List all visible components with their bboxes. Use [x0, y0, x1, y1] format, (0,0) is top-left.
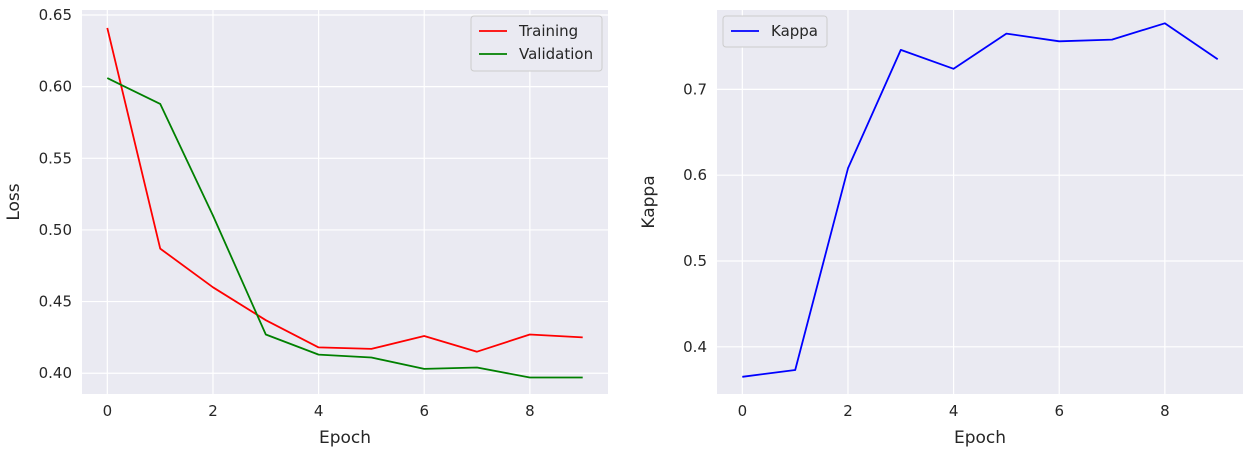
- series-line-validation: [106, 77, 583, 379]
- plot-area: [82, 10, 608, 394]
- y-tick-label: 0.7: [683, 80, 707, 98]
- x-tick-label: 0: [738, 402, 748, 420]
- y-tick-label: 0.5: [683, 252, 707, 270]
- plot-area: [717, 10, 1243, 394]
- x-tick-label: 2: [208, 402, 218, 420]
- x-tick-label: 6: [1054, 402, 1064, 420]
- x-tick-label: 8: [1160, 402, 1170, 420]
- x-tick-label: 2: [843, 402, 853, 420]
- legend: Kappa: [722, 15, 828, 48]
- x-tick-label: 0: [103, 402, 113, 420]
- y-tick-label: 0.45: [39, 293, 72, 311]
- series-line-kappa: [742, 22, 1219, 378]
- chart-1: 0 2 4 6 8 0.40 0.45 0.50 0.55 0.60 0.65 Epoch Loss Tr…: [4, 6, 608, 448]
- x-tick-label: 4: [949, 402, 959, 420]
- chart-2: 0 2 4 6 8 0.4 0.5 0.6 0.7 Epoch Kappa Kappa: [639, 10, 1243, 448]
- legend: Training Validation: [470, 15, 603, 72]
- y-axis-label: Kappa: [639, 175, 659, 228]
- legend-entry: Validation: [519, 45, 593, 63]
- y-tick-label: 0.40: [39, 364, 72, 382]
- x-axis-label: Epoch: [954, 428, 1006, 448]
- y-tick-label: 0.55: [39, 149, 72, 167]
- x-tick-label: 4: [314, 402, 324, 420]
- x-tick-label: 8: [525, 402, 535, 420]
- legend-entry: Kappa: [771, 22, 818, 40]
- y-tick-label: 0.6: [683, 166, 707, 184]
- y-axis-label: Loss: [4, 183, 24, 220]
- y-tick-label: 0.65: [39, 6, 72, 24]
- legend-box: [722, 15, 828, 48]
- series-line-training: [106, 27, 583, 353]
- x-tick-label: 6: [419, 402, 429, 420]
- legend-box: [470, 15, 603, 72]
- y-tick-label: 0.60: [39, 78, 72, 96]
- y-tick-label: 0.4: [683, 338, 707, 356]
- legend-entry: Training: [518, 22, 578, 40]
- x-axis-label: Epoch: [319, 428, 371, 448]
- y-tick-label: 0.50: [39, 221, 72, 239]
